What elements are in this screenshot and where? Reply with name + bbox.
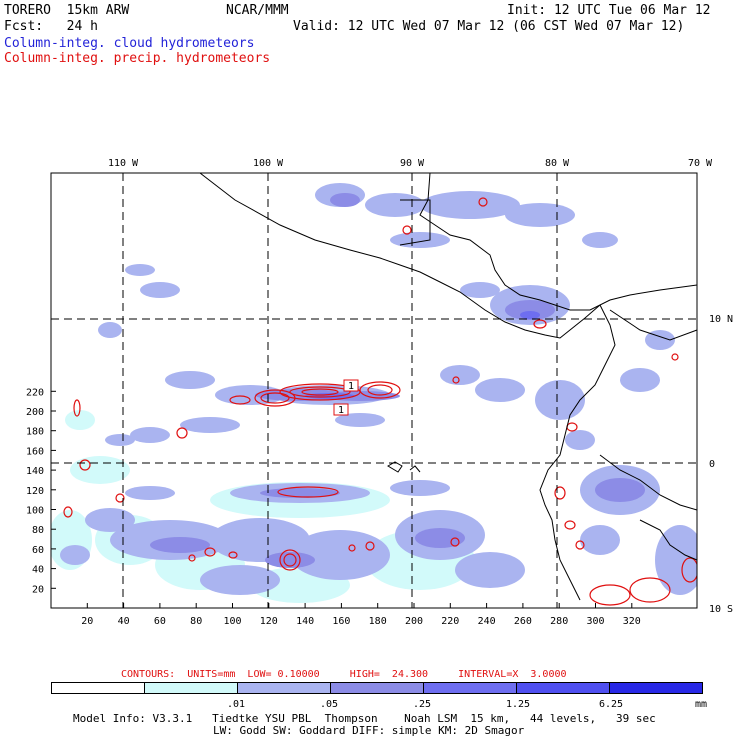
org-label: NCAR/MMM bbox=[226, 3, 289, 18]
field-precip-label: Column-integ. precip. hydrometeors bbox=[4, 51, 271, 66]
lon-label-100w: 100 W bbox=[253, 158, 284, 169]
y-tick-label: 60 bbox=[32, 545, 44, 556]
x-tick-label: 280 bbox=[550, 616, 568, 627]
y-tick-label: 120 bbox=[26, 486, 44, 497]
x-tick-label: 220 bbox=[441, 616, 459, 627]
colorbar-swatch bbox=[144, 682, 238, 694]
y-tick-label: 80 bbox=[32, 525, 44, 536]
map-frame bbox=[50, 172, 698, 609]
forecast-hour: Fcst: 24 h bbox=[4, 19, 98, 34]
y-tick-label: 200 bbox=[26, 407, 44, 418]
colorbar-swatch bbox=[51, 682, 145, 694]
model-info-line1: Model Info: V3.3.1 Tiedtke YSU PBL Thomp… bbox=[73, 712, 656, 725]
x-tick-label: 200 bbox=[405, 616, 423, 627]
colorbar-swatch bbox=[237, 682, 331, 694]
lon-label-110w: 110 W bbox=[108, 158, 139, 169]
colorbar-unit: mm bbox=[695, 699, 708, 710]
lat-label-0: 0 bbox=[709, 459, 715, 470]
cloud-hydrometeor-fill bbox=[51, 183, 697, 603]
lon-label-80w: 80 W bbox=[545, 158, 570, 169]
valid-time: Valid: 12 UTC Wed 07 Mar 12 (06 CST Wed … bbox=[293, 19, 685, 34]
init-time: Init: 12 UTC Tue 06 Mar 12 bbox=[507, 3, 711, 18]
x-tick-label: 180 bbox=[369, 616, 387, 627]
colorbar-swatch bbox=[423, 682, 517, 694]
x-tick-label: 20 bbox=[81, 616, 93, 627]
colorbar-swatch bbox=[609, 682, 703, 694]
graticule bbox=[51, 173, 697, 608]
colorbar-swatch bbox=[516, 682, 610, 694]
x-tick-label: 80 bbox=[190, 616, 202, 627]
x-tick-label: 40 bbox=[118, 616, 130, 627]
contours-info: CONTOURS: UNITS=mm LOW= 0.10000 HIGH= 24… bbox=[121, 669, 567, 680]
x-tick-label: 320 bbox=[623, 616, 641, 627]
field-cloud-label: Column-integ. cloud hydrometeors bbox=[4, 36, 255, 51]
x-tick-label: 120 bbox=[260, 616, 278, 627]
y-tick-label: 220 bbox=[26, 387, 44, 398]
contour-labels: 1 1 bbox=[333, 379, 359, 416]
contour-label-1: 1 bbox=[348, 381, 354, 392]
x-tick-label: 240 bbox=[478, 616, 496, 627]
colorbar-label: .05 bbox=[320, 699, 339, 710]
lon-label-90w: 90 W bbox=[400, 158, 425, 169]
y-tick-label: 140 bbox=[26, 466, 44, 477]
x-tick-label: 60 bbox=[154, 616, 166, 627]
lat-label-10n: 10 N bbox=[709, 314, 733, 325]
colorbar-label: 1.25 bbox=[506, 699, 531, 710]
x-tick-label: 260 bbox=[514, 616, 532, 627]
colorbar-label: .01 bbox=[227, 699, 246, 710]
lon-label-70w: 70 W bbox=[688, 158, 713, 169]
coastlines bbox=[199, 172, 698, 601]
x-tick-label: 100 bbox=[223, 616, 241, 627]
contour-label-2: 1 bbox=[338, 405, 344, 416]
y-tick-label: 160 bbox=[26, 446, 44, 457]
y-tick-label: 40 bbox=[32, 565, 44, 576]
model-info-line2: LW: Godd SW: Goddard DIFF: simple KM: 2D… bbox=[213, 724, 525, 737]
x-tick-label: 140 bbox=[296, 616, 314, 627]
x-tick-label: 300 bbox=[586, 616, 604, 627]
y-tick-label: 180 bbox=[26, 427, 44, 438]
y-tick-label: 100 bbox=[26, 506, 44, 517]
axis-ticks bbox=[51, 390, 633, 608]
colorbar-swatch bbox=[330, 682, 424, 694]
precip-contours bbox=[63, 197, 697, 606]
lat-label-10s: 10 S bbox=[709, 604, 733, 615]
y-tick-label: 20 bbox=[32, 584, 44, 595]
x-tick-label: 160 bbox=[332, 616, 350, 627]
colorbar-label: .25 bbox=[413, 699, 432, 710]
colorbar-label: 6.25 bbox=[599, 699, 624, 710]
model-title: TORERO 15km ARW bbox=[4, 3, 130, 18]
